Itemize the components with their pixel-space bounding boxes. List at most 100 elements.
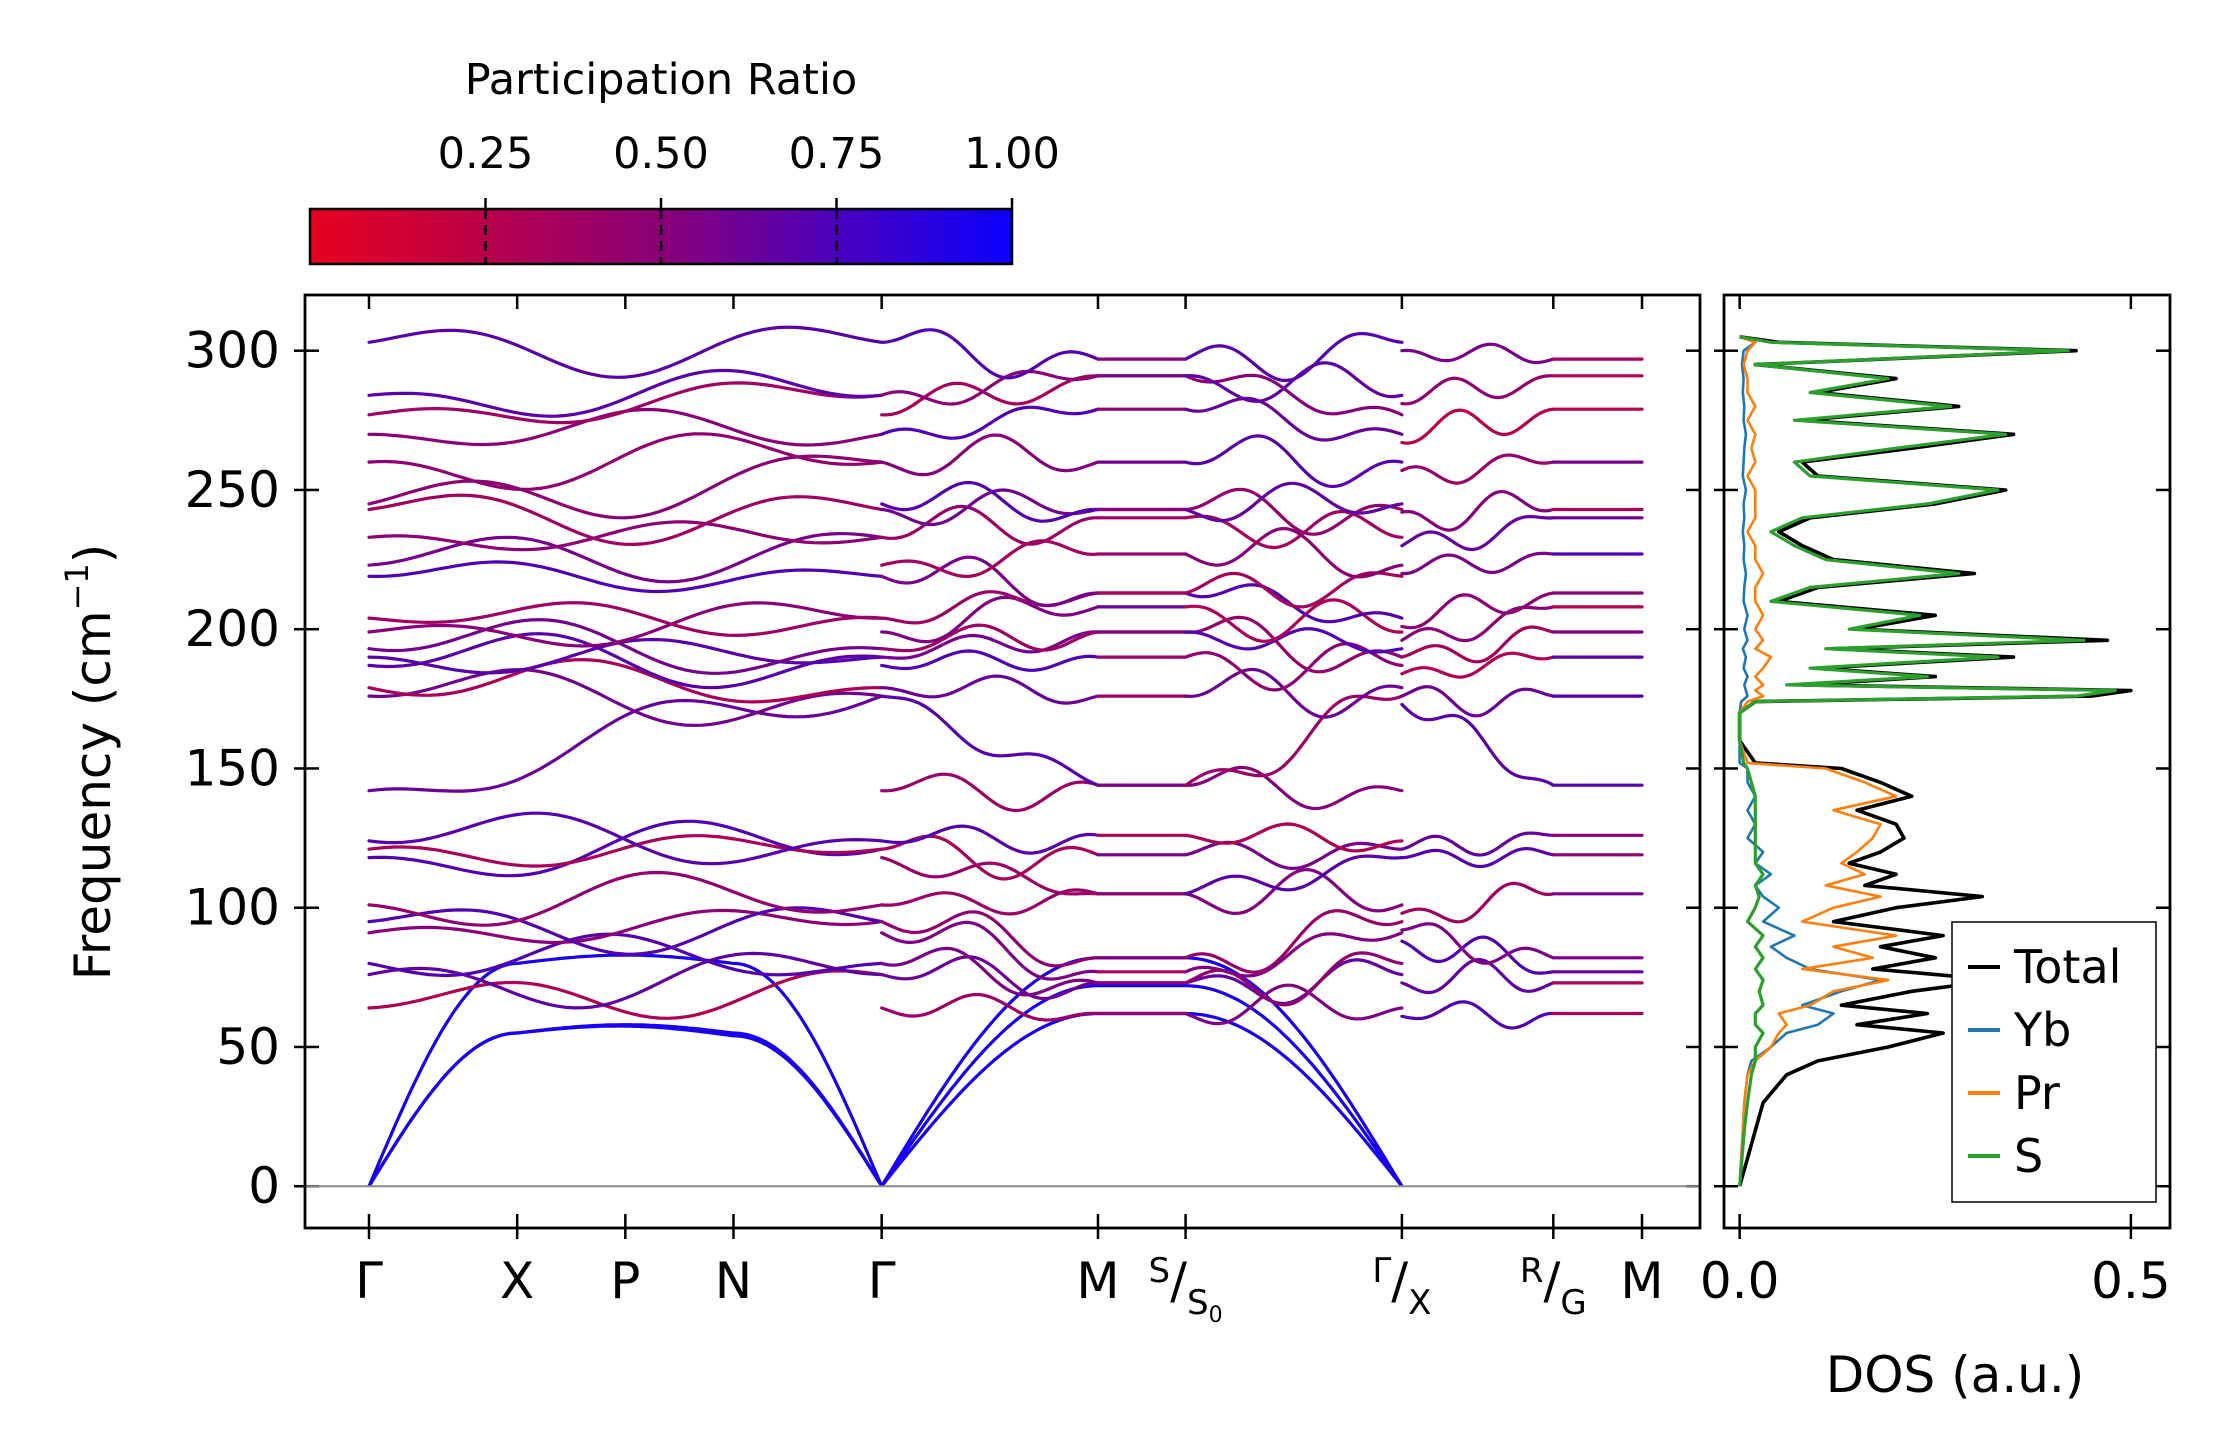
colorbar-tick-label: 0.50 (613, 129, 709, 179)
k-point-label: N (715, 1252, 752, 1310)
optical-branch (1400, 342, 1555, 365)
optical-branch (367, 381, 884, 425)
optical-branch (1184, 615, 1404, 674)
y-axis-label: Frequency (cm−1) (58, 544, 122, 981)
optical-branch (1184, 868, 1404, 916)
optical-branch (1400, 374, 1555, 406)
optical-branch (1184, 396, 1404, 442)
optical-branch (880, 405, 1100, 440)
colorbar-tick-label: 1.00 (964, 129, 1060, 179)
k-point-label: Γ (868, 1252, 896, 1310)
optical-branch (367, 407, 884, 447)
optical-branch (880, 555, 1100, 608)
optical-branch (367, 632, 884, 690)
optical-branch (1400, 551, 1555, 576)
y-tick-label: 100 (185, 879, 280, 937)
optical-branch (1400, 846, 1555, 869)
optical-branch (880, 433, 1100, 477)
dos-axes: 0.0 0.5 (1700, 295, 2171, 1310)
y-tick-label: 50 (216, 1018, 280, 1076)
optical-branch (367, 657, 884, 704)
optical-branch (1400, 831, 1555, 857)
optical-branch (1400, 605, 1555, 643)
optical-branch (367, 668, 884, 728)
optical-branch (367, 834, 884, 868)
acoustic-branch (367, 1024, 884, 1188)
k-point-label: Γ (355, 1252, 383, 1310)
optical-branch (367, 454, 884, 520)
y-tick-label: 150 (185, 739, 280, 797)
optical-branch (367, 601, 884, 648)
legend-label: Pr (2014, 1066, 2060, 1120)
optical-branch (1400, 958, 1555, 995)
dispersion-axes: 0 50 100 150 200 250 300 Γ X P N Γ M S/S0 Γ/X R/G M (185, 295, 1700, 1328)
dispersion-frame (303, 293, 1702, 1230)
optical-branch (880, 955, 1100, 1001)
acoustic-branch (367, 1023, 884, 1188)
optical-branch (1400, 591, 1555, 630)
optical-branch (367, 969, 884, 1020)
legend-label: Total (2013, 940, 2121, 994)
legend-label: S (2014, 1129, 2043, 1183)
optical-branch (1400, 490, 1555, 532)
optical-branch (1184, 571, 1404, 609)
optical-branch (1184, 373, 1404, 417)
optical-branch (880, 992, 1100, 1022)
optical-branch (367, 520, 884, 552)
optical-branch (1400, 1000, 1555, 1030)
colorbar-ticks: 0.25 0.50 0.75 1.00 (438, 129, 1060, 264)
optical-branch (880, 920, 1100, 981)
optical-branch (880, 595, 1100, 644)
optical-branch (1184, 909, 1404, 974)
optical-branch (1184, 331, 1404, 382)
optical-branch (367, 870, 884, 927)
optical-branch (1400, 514, 1555, 552)
optical-branch (880, 910, 1100, 968)
optical-branch (1400, 935, 1555, 975)
k-point-label: X (500, 1252, 534, 1310)
k-point-label: S/S0 (1149, 1251, 1223, 1328)
optical-branch (367, 493, 884, 547)
optical-branch (1184, 694, 1404, 787)
optical-branch (367, 906, 884, 956)
optical-branch (1184, 667, 1404, 719)
optical-branch (367, 560, 884, 594)
colorbar-tick-label: 0.75 (789, 129, 885, 179)
optical-branch (1184, 854, 1404, 896)
acoustic-branch (880, 1011, 1404, 1188)
dos-frame (1722, 293, 2172, 1230)
optical-branch (367, 368, 884, 418)
optical-branch (880, 694, 1100, 787)
optical-branch (880, 649, 1100, 672)
optical-branch (1400, 453, 1555, 485)
optical-branch (880, 480, 1100, 523)
colorbar-title: Participation Ratio (465, 55, 858, 105)
optical-branch (1184, 958, 1404, 1006)
optical-branch (880, 772, 1100, 813)
optical-branch (367, 951, 884, 1010)
k-point-label: M (1076, 1252, 1119, 1310)
legend-label: Yb (2013, 1003, 2071, 1057)
dos-line-s (1738, 335, 2117, 1187)
optical-branch (1184, 627, 1404, 654)
dos-line-pr (1738, 335, 1898, 1187)
dos-x-label: DOS (a.u.) (1826, 1346, 2085, 1404)
optical-branch (1400, 881, 1555, 924)
colorbar: Participation Ratio 0.25 0.50 0.75 1.00 (308, 55, 1060, 266)
k-point-label: R/G (1520, 1251, 1587, 1323)
optical-branch (1400, 702, 1555, 787)
optical-branch (1184, 481, 1404, 523)
k-point-label: M (1620, 1252, 1663, 1310)
optical-branch (880, 834, 1100, 881)
optical-branch (1184, 822, 1404, 853)
dos-panel: 0.0 0.5 DOS (a.u.) Total Yb Pr S (1700, 293, 2172, 1404)
optical-branch (880, 488, 1100, 527)
optical-branch (1184, 983, 1404, 1026)
optical-branch (880, 328, 1100, 380)
optical-branch (367, 694, 884, 793)
dos-legend: Total Yb Pr S (1951, 921, 2157, 1203)
optical-branch (1184, 598, 1404, 643)
y-tick-label: 0 (248, 1157, 280, 1215)
optical-branch (1184, 434, 1404, 489)
dispersion-panel: 0 50 100 150 200 250 300 Γ X P N Γ M S/S0 Γ/X R/G M Freq… (58, 293, 1702, 1328)
